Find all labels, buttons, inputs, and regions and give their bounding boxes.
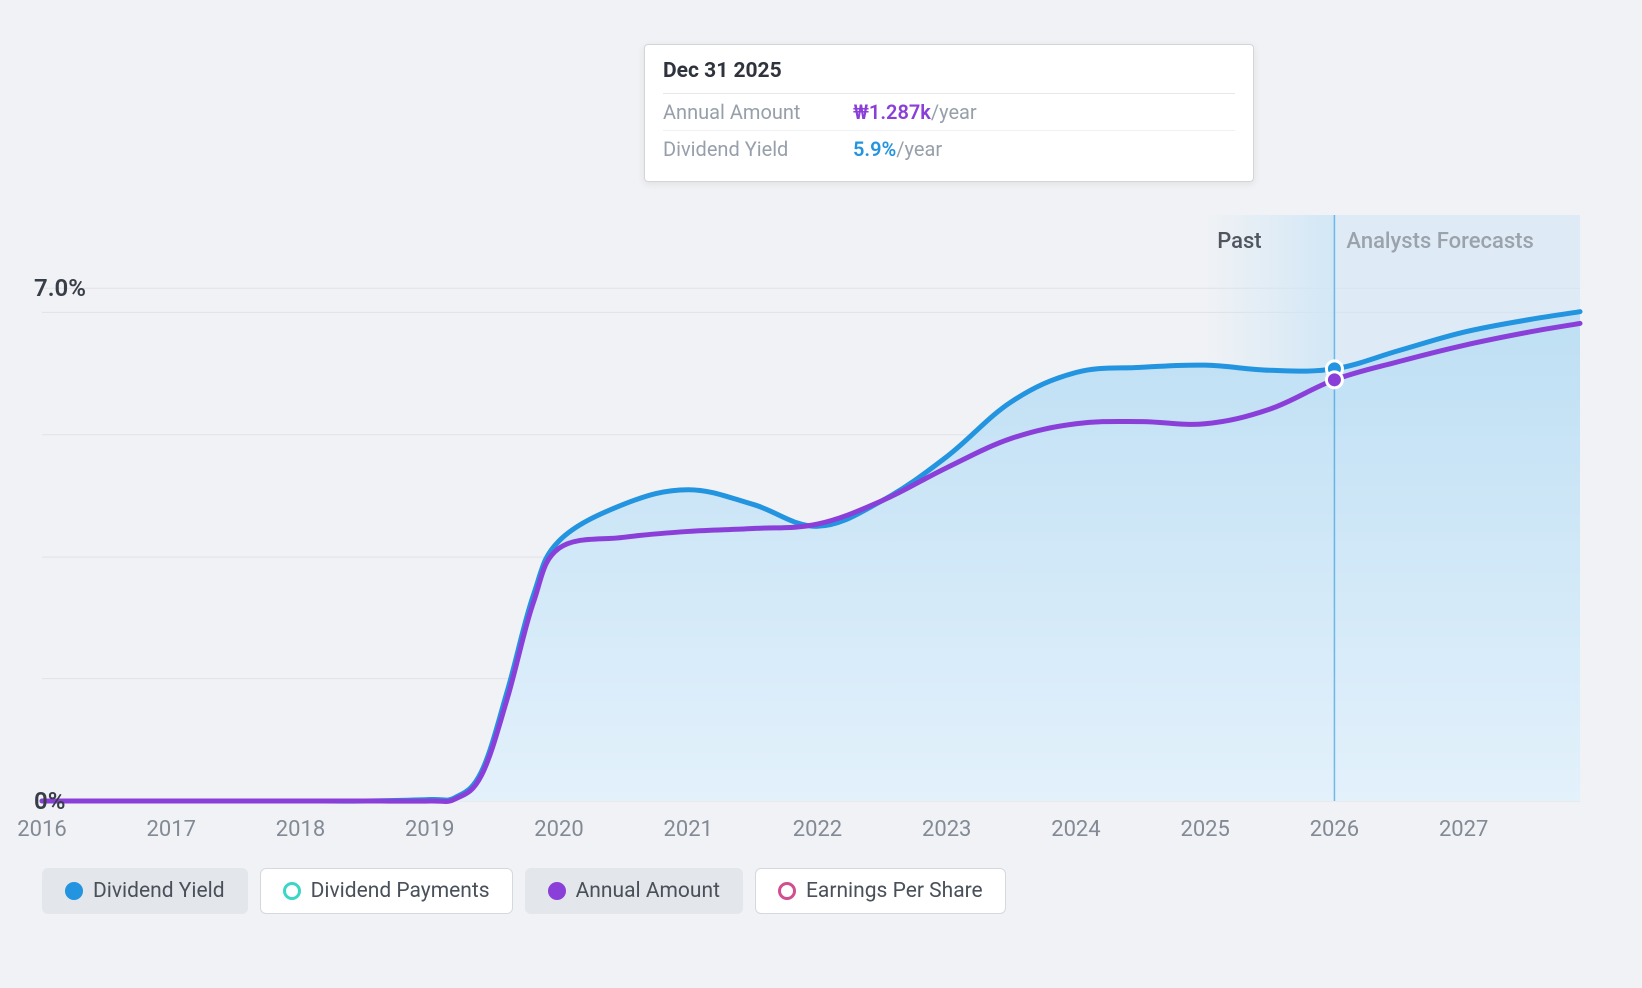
legend-label: Annual Amount	[576, 879, 720, 903]
legend-marker-icon	[65, 882, 83, 900]
x-axis-label: 2024	[1051, 817, 1100, 842]
legend-marker-icon	[283, 882, 301, 900]
chart-svg	[42, 215, 1580, 801]
dividend-yield-area	[42, 312, 1580, 801]
x-axis-label: 2023	[922, 817, 971, 842]
chart-container: 7.0%0% 201620172018201920202021202220232…	[0, 0, 1642, 988]
forecast-label: Analysts Forecasts	[1346, 229, 1533, 254]
x-axis-label: 2016	[17, 817, 66, 842]
legend-item[interactable]: Annual Amount	[525, 868, 743, 914]
legend-label: Dividend Yield	[93, 879, 225, 903]
legend-item[interactable]: Dividend Payments	[260, 868, 513, 914]
past-label: Past	[1217, 229, 1261, 254]
tooltip-key: Dividend Yield	[663, 137, 853, 161]
tooltip-row: Annual Amount₩1.287k/year	[663, 94, 1235, 131]
legend-item[interactable]: Earnings Per Share	[755, 868, 1006, 914]
x-axis-label: 2018	[276, 817, 325, 842]
plot-area[interactable]: 7.0%0% 201620172018201920202021202220232…	[42, 215, 1580, 801]
x-axis-label: 2026	[1310, 817, 1359, 842]
x-axis-label: 2017	[147, 817, 196, 842]
legend: Dividend Yield Dividend Payments Annual Am…	[42, 868, 1006, 914]
x-axis-label: 2027	[1439, 817, 1488, 842]
legend-label: Earnings Per Share	[806, 879, 983, 903]
legend-marker-icon	[778, 882, 796, 900]
tooltip-value: 5.9%/year	[853, 137, 942, 161]
x-axis-label: 2021	[663, 817, 712, 842]
hover-tooltip: Dec 31 2025 Annual Amount₩1.287k/yearDiv…	[644, 44, 1254, 182]
hover-marker	[1326, 372, 1342, 388]
legend-marker-icon	[548, 882, 566, 900]
x-axis-label: 2020	[534, 817, 583, 842]
tooltip-key: Annual Amount	[663, 100, 853, 124]
tooltip-row: Dividend Yield5.9%/year	[663, 131, 1235, 167]
legend-item[interactable]: Dividend Yield	[42, 868, 248, 914]
legend-label: Dividend Payments	[311, 879, 490, 903]
tooltip-value: ₩1.287k/year	[853, 100, 977, 124]
x-axis-label: 2019	[405, 817, 454, 842]
x-axis-label: 2022	[793, 817, 842, 842]
tooltip-date: Dec 31 2025	[663, 59, 1235, 94]
x-axis-label: 2025	[1180, 817, 1229, 842]
